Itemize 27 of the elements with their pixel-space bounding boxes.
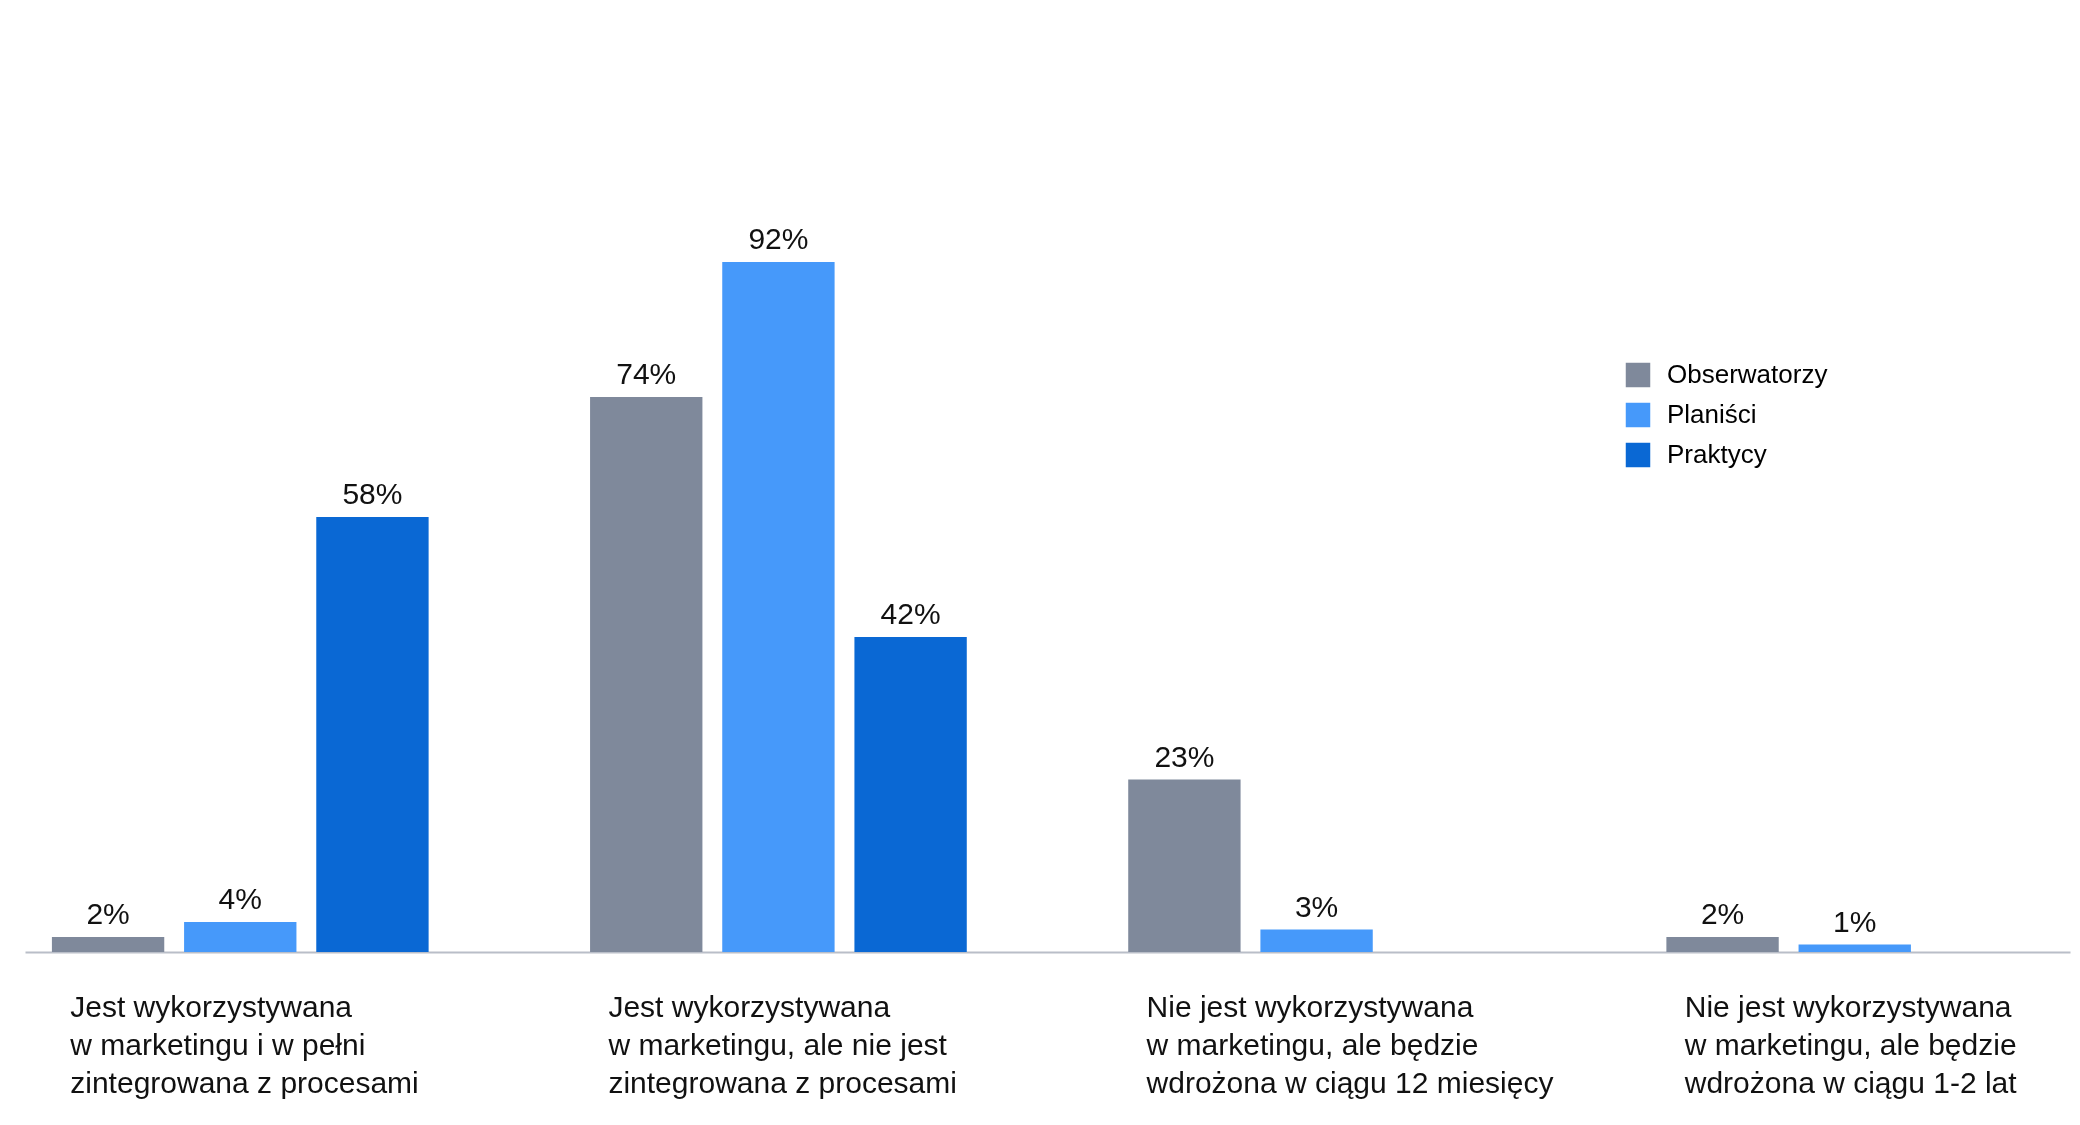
bar <box>722 262 835 952</box>
data-label: 1% <box>1833 904 1877 938</box>
x-tick-label: Jest wykorzystywana w marketingu i w pełni zintegrowana z procesami <box>69 989 419 1099</box>
x-tick-label: Jest wykorzystywana w marketingu, ale nie jest zintegrowana z procesami <box>607 989 957 1099</box>
legend-label: Planiści <box>1667 399 1757 429</box>
bar <box>1666 937 1779 952</box>
data-label: 58% <box>342 477 403 510</box>
legend-label: Obserwatorzy <box>1667 359 1828 389</box>
data-label: 2% <box>86 897 130 930</box>
x-tick-label: Nie jest wykorzystywana w marketingu, ale będzie wdrożona w ciągu 12 miesięcy <box>1145 989 1554 1099</box>
data-label: 2% <box>1700 897 1745 930</box>
bar <box>1798 944 1911 952</box>
legend-label: Praktycy <box>1667 439 1767 469</box>
data-label: 4% <box>218 882 262 915</box>
bar <box>51 937 165 952</box>
bar <box>184 922 297 952</box>
bar <box>590 397 703 952</box>
data-label: 74% <box>616 357 677 390</box>
data-label: 92% <box>748 222 809 255</box>
bar <box>854 637 967 952</box>
bar <box>1260 929 1373 952</box>
data-label: 3% <box>1294 889 1339 923</box>
data-label: 42% <box>880 597 941 630</box>
data-label: 23% <box>1154 739 1215 773</box>
bar <box>1128 779 1241 952</box>
x-tick-label: Nie jest wykorzystywana w marketingu, ale będzie wdrożona w ciągu 1-2 lat <box>1683 989 2018 1099</box>
bar <box>316 517 429 952</box>
